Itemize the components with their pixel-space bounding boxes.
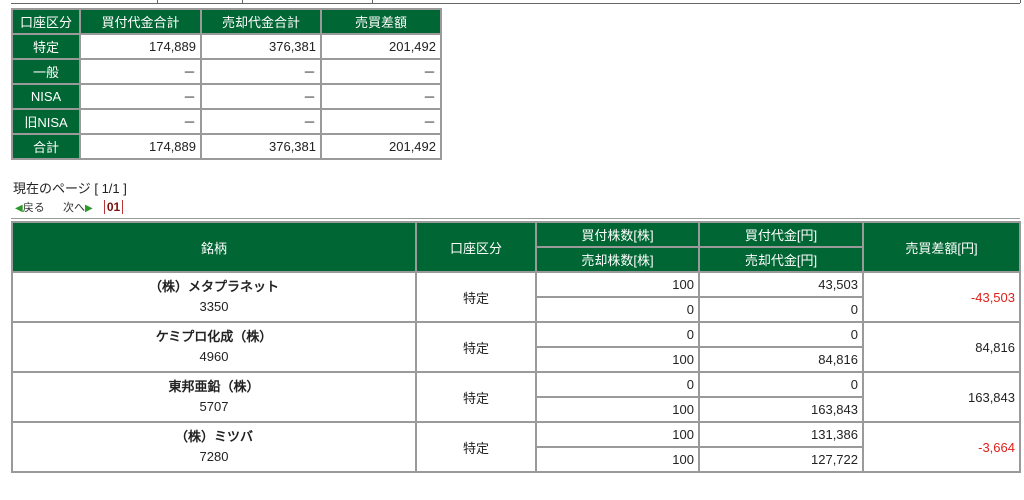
pagination-nav: ◀戻る 次へ▶ 01 bbox=[15, 199, 124, 215]
buy-total: － bbox=[79, 83, 202, 110]
sell-total: 376,381 bbox=[200, 33, 322, 60]
header-buy-qty: 買付株数[株] bbox=[535, 221, 700, 248]
stock-name: （株）ミツバ bbox=[174, 429, 253, 444]
summary-table: 口座区分 買付代金合計 売却代金合計 売買差額 特定 174,889 376,3… bbox=[11, 8, 442, 160]
header-buy-amount: 買付代金[円] bbox=[698, 221, 864, 248]
buy-amount: 0 bbox=[698, 371, 864, 398]
header-diff: 売買差額[円] bbox=[862, 221, 1021, 273]
stock-name: （株）メタプラネット bbox=[148, 279, 279, 294]
row-label: 一般 bbox=[11, 58, 81, 85]
triangle-left-icon: ◀ bbox=[15, 203, 23, 214]
diff: -43,503 bbox=[862, 271, 1021, 323]
diff: -3,664 bbox=[862, 421, 1021, 473]
divider bbox=[11, 218, 1020, 219]
diff: 163,843 bbox=[862, 371, 1021, 423]
diff: 201,492 bbox=[320, 133, 442, 160]
stock-cell: ケミプロ化成（株） 4960 bbox=[11, 321, 417, 373]
stock-code: 4960 bbox=[199, 349, 229, 364]
stock-name: 東邦亜鉛（株） bbox=[168, 379, 260, 394]
header-name: 銘柄 bbox=[11, 221, 417, 273]
summary-row: NISA － － － bbox=[11, 83, 442, 110]
trade-detail-table: 銘柄 口座区分 買付株数[株] 買付代金[円] 売買差額[円] 売却株数[株] … bbox=[11, 221, 1021, 473]
header-sell-qty: 売却株数[株] bbox=[535, 246, 700, 273]
table-row: （株）ミツバ 7280 特定 100 131,386 -3,664 bbox=[11, 421, 1021, 473]
header-account: 口座区分 bbox=[11, 8, 81, 35]
previous-table-edge bbox=[11, 0, 1021, 4]
stock-code: 7280 bbox=[199, 449, 229, 464]
buy-total: － bbox=[79, 108, 202, 135]
account-type: 特定 bbox=[415, 371, 537, 423]
buy-qty: 0 bbox=[535, 321, 700, 348]
stock-code: 5707 bbox=[199, 399, 229, 414]
diff: 84,816 bbox=[862, 321, 1021, 373]
diff: － bbox=[320, 83, 442, 110]
buy-total: 174,889 bbox=[79, 33, 202, 60]
buy-amount: 0 bbox=[698, 321, 864, 348]
sell-qty: 100 bbox=[535, 396, 700, 423]
diff: － bbox=[320, 58, 442, 85]
buy-total: 174,889 bbox=[79, 133, 202, 160]
buy-amount: 131,386 bbox=[698, 421, 864, 448]
diff: － bbox=[320, 108, 442, 135]
sell-total: － bbox=[200, 83, 322, 110]
buy-qty: 100 bbox=[535, 421, 700, 448]
stock-cell: （株）メタプラネット 3350 bbox=[11, 271, 417, 323]
prev-link[interactable]: ◀戻る bbox=[15, 202, 45, 214]
sell-total: － bbox=[200, 58, 322, 85]
buy-total: － bbox=[79, 58, 202, 85]
table-subrow: 100 84,816 bbox=[12, 346, 1020, 373]
header-account: 口座区分 bbox=[415, 221, 537, 273]
sell-amount: 84,816 bbox=[698, 346, 864, 373]
table-row: 東邦亜鉛（株） 5707 特定 0 0 163,843 bbox=[11, 371, 1021, 423]
sell-qty: 0 bbox=[535, 296, 700, 323]
row-label: 旧NISA bbox=[11, 108, 81, 135]
header-sell-total: 売却代金合計 bbox=[200, 8, 322, 35]
buy-amount: 43,503 bbox=[698, 271, 864, 298]
sell-qty: 100 bbox=[535, 346, 700, 373]
sell-amount: 0 bbox=[698, 296, 864, 323]
page-link-01[interactable]: 01 bbox=[103, 200, 124, 214]
account-type: 特定 bbox=[415, 321, 537, 373]
sell-amount: 163,843 bbox=[698, 396, 864, 423]
row-label: 合計 bbox=[11, 133, 81, 160]
table-row: （株）メタプラネット 3350 特定 100 43,503 -43,503 bbox=[11, 271, 1021, 323]
stock-cell: （株）ミツバ 7280 bbox=[11, 421, 417, 473]
buy-qty: 0 bbox=[535, 371, 700, 398]
summary-row: 旧NISA － － － bbox=[11, 108, 442, 135]
stock-name: ケミプロ化成（株） bbox=[155, 329, 273, 344]
account-type: 特定 bbox=[415, 421, 537, 473]
row-label: 特定 bbox=[11, 33, 81, 60]
sell-total: 376,381 bbox=[200, 133, 322, 160]
triangle-right-icon: ▶ bbox=[85, 203, 93, 214]
table-subrow: 100 127,722 bbox=[12, 446, 1020, 473]
table-subrow: 0 0 bbox=[12, 296, 1020, 323]
buy-qty: 100 bbox=[535, 271, 700, 298]
sell-amount: 127,722 bbox=[698, 446, 864, 473]
header-buy-total: 買付代金合計 bbox=[79, 8, 202, 35]
summary-row: 合計 174,889 376,381 201,492 bbox=[11, 133, 442, 160]
page-indicator: 現在のページ [ 1/1 ] bbox=[13, 181, 127, 196]
table-row: ケミプロ化成（株） 4960 特定 0 0 84,816 bbox=[11, 321, 1021, 373]
stock-cell: 東邦亜鉛（株） 5707 bbox=[11, 371, 417, 423]
header-sell-amount: 売却代金[円] bbox=[698, 246, 864, 273]
account-type: 特定 bbox=[415, 271, 537, 323]
next-link[interactable]: 次へ▶ bbox=[63, 202, 93, 214]
table-subrow: 100 163,843 bbox=[12, 396, 1020, 423]
stock-code: 3350 bbox=[199, 299, 229, 314]
sell-qty: 100 bbox=[535, 446, 700, 473]
header-diff: 売買差額 bbox=[320, 8, 442, 35]
summary-row: 特定 174,889 376,381 201,492 bbox=[11, 33, 442, 60]
summary-row: 一般 － － － bbox=[11, 58, 442, 85]
diff: 201,492 bbox=[320, 33, 442, 60]
row-label: NISA bbox=[11, 83, 81, 110]
sell-total: － bbox=[200, 108, 322, 135]
